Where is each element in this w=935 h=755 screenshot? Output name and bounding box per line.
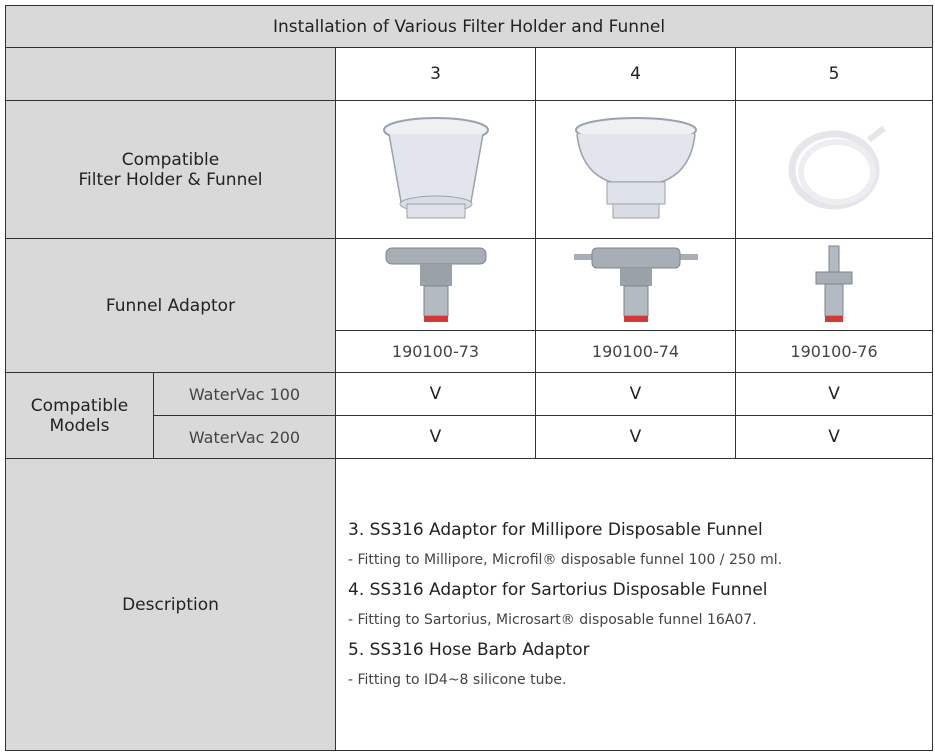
check: V bbox=[535, 372, 736, 416]
model-name: WaterVac 200 bbox=[153, 415, 336, 459]
check: V bbox=[335, 372, 536, 416]
part-number-row: 190100-73 190100-74 190100-76 bbox=[6, 330, 934, 373]
image-cell bbox=[734, 100, 934, 239]
adaptor-image-row: Funnel Adaptor bbox=[5, 238, 934, 373]
row-label: Description bbox=[5, 458, 336, 751]
model-name: WaterVac 100 bbox=[153, 372, 336, 416]
column-header: 5 bbox=[734, 47, 934, 101]
check: V bbox=[734, 415, 934, 459]
image-cell bbox=[335, 238, 536, 331]
image-cell bbox=[535, 238, 736, 331]
model-row: WaterVac 200 V V V bbox=[6, 415, 934, 459]
description-detail: - Fitting to ID4~8 silicone tube. bbox=[348, 671, 567, 688]
column-header: 4 bbox=[535, 47, 736, 101]
check: V bbox=[535, 415, 736, 459]
model-row: Compatible Models WaterVac 100 V V V bbox=[5, 372, 934, 459]
check: V bbox=[335, 415, 536, 459]
row-label: Funnel Adaptor bbox=[5, 238, 336, 373]
label-line: Models bbox=[49, 415, 110, 436]
label-line: Compatible bbox=[30, 395, 129, 416]
description-detail: - Fitting to Millipore, Microfil® dispos… bbox=[348, 551, 783, 568]
part-number: 190100-74 bbox=[535, 330, 736, 373]
header-row: 3 4 5 bbox=[5, 47, 934, 101]
adaptor-image bbox=[385, 247, 486, 322]
check: V bbox=[734, 372, 934, 416]
description: 3. SS316 Adaptor for Millipore Disposabl… bbox=[334, 458, 934, 751]
description-heading: 5. SS316 Hose Barb Adaptor bbox=[348, 639, 590, 660]
row-label: Compatible Models bbox=[5, 372, 154, 459]
label-line: Compatible bbox=[121, 149, 220, 170]
adaptor-image bbox=[815, 245, 853, 322]
description-detail: - Fitting to Sartorius, Microsart® dispo… bbox=[348, 611, 757, 628]
part-number: 190100-76 bbox=[734, 330, 934, 373]
table-title: Installation of Various Filter Holder an… bbox=[4, 5, 934, 48]
image-cell bbox=[535, 100, 736, 239]
compatible-row: Compatible Filter Holder & Funnel bbox=[5, 100, 934, 239]
column-header: 3 bbox=[335, 47, 536, 101]
funnel-image bbox=[382, 117, 489, 219]
title-row: Installation of Various Filter Holder an… bbox=[4, 5, 934, 48]
description-row: Description 3. SS316 Adaptor for Millipo… bbox=[5, 458, 934, 751]
description-heading: 4. SS316 Adaptor for Sartorius Disposabl… bbox=[348, 579, 768, 600]
blank-header bbox=[5, 47, 336, 101]
image-cell bbox=[335, 100, 536, 239]
row-label: Compatible Filter Holder & Funnel bbox=[5, 100, 336, 239]
adaptor-image bbox=[573, 247, 698, 322]
image-cell bbox=[734, 238, 934, 331]
funnel-image bbox=[574, 117, 697, 219]
tube-image bbox=[788, 125, 886, 209]
installation-table: Installation of Various Filter Holder an… bbox=[4, 5, 934, 751]
label-line: Filter Holder & Funnel bbox=[78, 169, 263, 190]
description-heading: 3. SS316 Adaptor for Millipore Disposabl… bbox=[348, 519, 763, 540]
part-number: 190100-73 bbox=[335, 330, 536, 373]
